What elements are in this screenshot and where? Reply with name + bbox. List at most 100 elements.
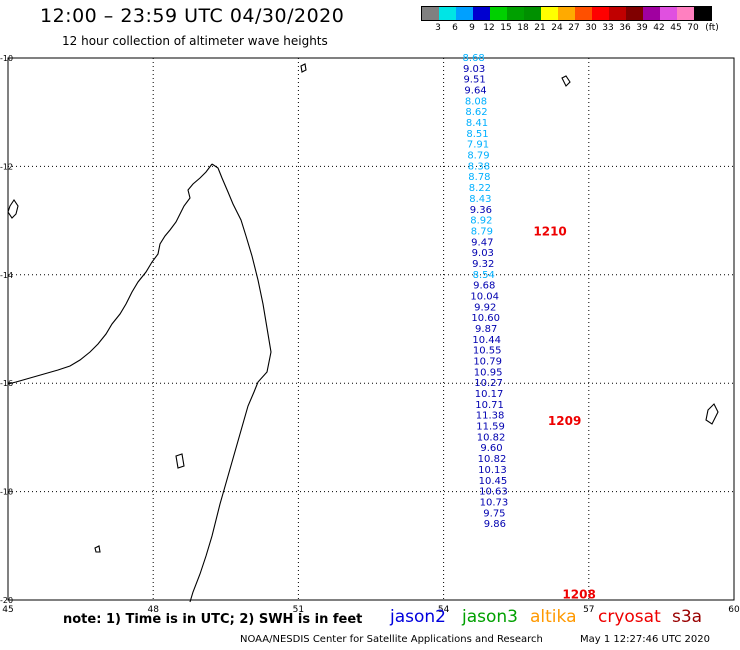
time-label: 1210: [533, 224, 566, 238]
barren-islet: [94, 545, 101, 553]
legend-label: 36: [619, 23, 631, 33]
coastline: [7, 63, 719, 603]
legend-swatch: [626, 7, 643, 20]
swh-value: 9.03: [472, 248, 494, 259]
swh-value: 9.92: [474, 302, 496, 313]
legend-label: 15: [500, 23, 512, 33]
legend-label: 42: [653, 23, 665, 33]
legend-swatch: [439, 7, 456, 20]
legend-label: 39: [636, 23, 648, 33]
swh-value: 10.55: [473, 346, 502, 357]
legend-swatch: [507, 7, 524, 20]
legend-swatch: [677, 7, 694, 20]
legend-label: 18: [517, 23, 529, 33]
latitude-label: -12: [0, 162, 13, 171]
swh-value: 10.04: [470, 291, 499, 302]
swh-value: 9.75: [483, 508, 505, 519]
swh-value: 9.32: [472, 259, 494, 270]
longitude-label: 48: [147, 605, 159, 615]
swh-value: 8.08: [465, 96, 487, 107]
swh-value: 9.68: [473, 281, 495, 292]
swh-value: 9.03: [463, 64, 485, 75]
map-frame: [7, 57, 735, 601]
legend-swatch: [541, 7, 558, 20]
legend-swatch: [422, 7, 439, 20]
map-subtitle: 12 hour collection of altimeter wave hei…: [62, 34, 328, 48]
swh-value: 10.95: [474, 367, 503, 378]
time-labels: 1210 1209 1208: [533, 224, 595, 601]
longitude-label: 51: [293, 605, 304, 615]
swh-value: 8.79: [471, 226, 493, 237]
satellite-name-s3a: s3a: [672, 607, 703, 627]
swh-value: 8.78: [468, 172, 490, 183]
latitude-label: -18: [0, 488, 13, 497]
legend-swatch: [592, 7, 609, 20]
swh-value: 9.47: [471, 237, 493, 248]
swh-value: 8.68: [462, 53, 484, 64]
legend-swatch: [524, 7, 541, 20]
legend-label: 24: [551, 23, 563, 33]
legend-label: 27: [568, 23, 580, 33]
longitude-label: 60: [728, 605, 740, 615]
color-legend: 3 6 9 12 15 18 21 24 27 30 33 36 39 42 45 70 (ft): [421, 6, 719, 35]
legend-swatch: [490, 7, 507, 20]
legend-label: 12: [483, 23, 495, 33]
legend-label: 3: [435, 23, 441, 33]
swh-value: 8.92: [470, 216, 492, 227]
legend-label: 30: [585, 23, 597, 33]
map-title: 12:00 – 23:59 UTC 04/30/2020: [40, 5, 345, 27]
generation-timestamp: May 1 12:27:46 UTC 2020: [580, 634, 710, 645]
legend-label: 21: [534, 23, 546, 33]
swh-value: 7.91: [467, 140, 489, 151]
comoros-islet: [7, 199, 19, 219]
longitude-label: 45: [2, 605, 13, 615]
small-island-north: [300, 63, 307, 73]
swh-value: 8.38: [468, 161, 490, 172]
swh-value: 11.59: [476, 422, 505, 433]
swh-value: 10.71: [475, 400, 504, 411]
swh-value: 8.41: [466, 118, 488, 129]
swh-value: 10.17: [475, 389, 504, 400]
time-label: 1208: [562, 588, 595, 602]
legend-label: 45: [670, 23, 682, 33]
legend-swatches: [421, 6, 712, 21]
satellite-name-jason3: jason3: [462, 607, 518, 627]
swh-value: 10.13: [478, 465, 507, 476]
legend-label: 33: [602, 23, 614, 33]
swh-value: 10.44: [472, 335, 501, 346]
mauritius-islet: [705, 403, 719, 425]
swh-value: 8.51: [466, 129, 488, 140]
swh-value: 9.87: [475, 324, 497, 335]
time-label: 1209: [548, 414, 581, 428]
swh-value: 8.54: [473, 270, 495, 281]
swh-value: 9.60: [480, 443, 502, 454]
latitude-label: -14: [0, 271, 13, 280]
swh-value: 10.63: [479, 487, 508, 498]
legend-label: 6: [452, 23, 458, 33]
madagascar-coastline: [7, 163, 272, 603]
swh-value: 10.82: [478, 454, 507, 465]
legend-swatch: [456, 7, 473, 20]
reunion-islet: [561, 75, 571, 87]
swh-value: 10.60: [471, 313, 500, 324]
latitude-label: -16: [0, 379, 13, 388]
swh-value: 8.79: [467, 151, 489, 162]
legend-label: 70: [687, 23, 699, 33]
swh-value: 10.79: [473, 357, 502, 368]
legend-swatch: [473, 7, 490, 20]
swh-value: 11.38: [476, 411, 505, 422]
satellite-track: 8.689.039.519.648.088.628.418.517.918.79…: [462, 53, 508, 530]
credit-line: NOAA/NESDIS Center for Satellite Applica…: [240, 634, 543, 645]
swh-value: 9.36: [470, 205, 492, 216]
swh-value: 10.82: [477, 432, 506, 443]
swh-value: 8.43: [469, 194, 491, 205]
legend-labels: 3 6 9 12 15 18 21 24 27 30 33 36 39 42 45 70 (ft): [421, 21, 719, 35]
legend-swatch: [694, 7, 711, 20]
legend-swatch: [558, 7, 575, 20]
swh-value: 10.45: [479, 476, 508, 487]
satellite-name-cryosat: cryosat: [598, 607, 661, 627]
longitude-label: 54: [438, 605, 450, 615]
swh-value: 8.62: [465, 107, 487, 118]
legend-swatch: [609, 7, 626, 20]
